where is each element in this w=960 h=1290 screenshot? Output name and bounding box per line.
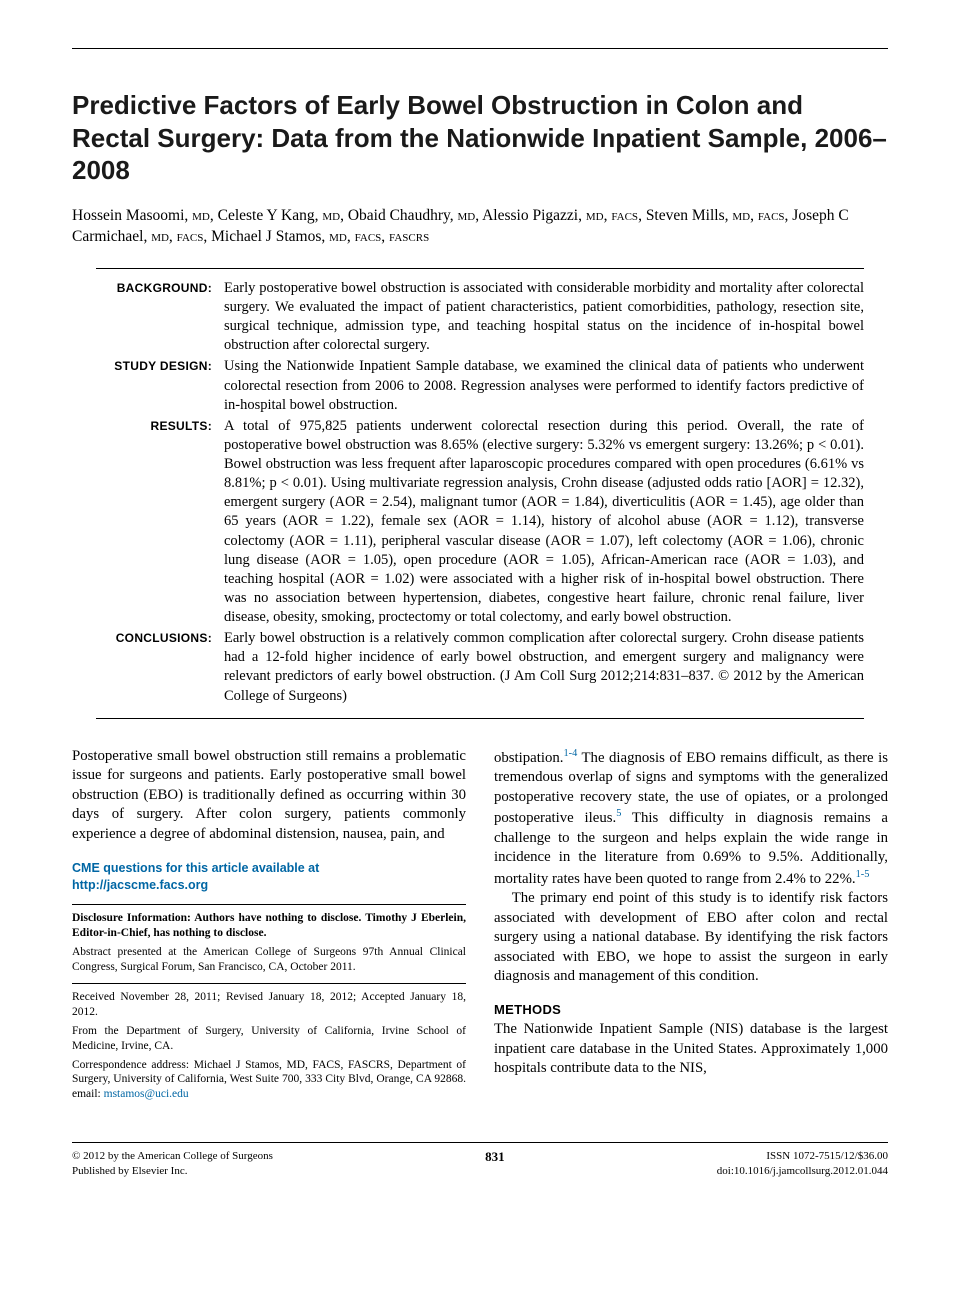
cme-link[interactable]: CME questions for this article available…	[72, 860, 466, 894]
footnote-rule	[72, 983, 466, 984]
publisher-line: Published by Elsevier Inc.	[72, 1164, 273, 1178]
abstract-row-studydesign: STUDY DESIGN: Using the Nationwide Inpat…	[96, 357, 864, 414]
abstract-text: Using the Nationwide Inpatient Sample da…	[224, 357, 864, 414]
abstract-box: BACKGROUND: Early postoperative bowel ob…	[96, 268, 864, 719]
body-columns: Postoperative small bowel obstruction st…	[72, 747, 888, 1107]
received-note: Received November 28, 2011; Revised Janu…	[72, 990, 466, 1020]
abstract-label: CONCLUSIONS:	[96, 629, 224, 706]
abstract-label: STUDY DESIGN:	[96, 357, 224, 414]
methods-heading: METHODS	[494, 1001, 888, 1019]
presented-note: Abstract presented at the American Colle…	[72, 945, 466, 975]
copyright-line: © 2012 by the American College of Surgeo…	[72, 1149, 273, 1163]
right-column: obstipation.1-4 The diagnosis of EBO rem…	[494, 747, 888, 1107]
methods-paragraph: The Nationwide Inpatient Sample (NIS) da…	[494, 1020, 888, 1079]
footer-right: ISSN 1072-7515/12/$36.00 doi:10.1016/j.j…	[717, 1149, 888, 1178]
abstract-label: RESULTS:	[96, 417, 224, 627]
intro-paragraph: Postoperative small bowel obstruction st…	[72, 747, 466, 845]
abstract-text: Early bowel obstruction is a relatively …	[224, 629, 864, 706]
footer-left: © 2012 by the American College of Surgeo…	[72, 1149, 273, 1178]
abstract-label: BACKGROUND:	[96, 279, 224, 356]
correspondence-note: Correspondence address: Michael J Stamos…	[72, 1058, 466, 1103]
left-column: Postoperative small bowel obstruction st…	[72, 747, 466, 1107]
correspondence-email[interactable]: mstamos@uci.edu	[104, 1088, 189, 1100]
abstract-text: A total of 975,825 patients underwent co…	[224, 417, 864, 627]
cme-line1: CME questions for this article available…	[72, 861, 319, 875]
abstract-row-background: BACKGROUND: Early postoperative bowel ob…	[96, 279, 864, 356]
page-footer: © 2012 by the American College of Surgeo…	[72, 1142, 888, 1178]
issn-line: ISSN 1072-7515/12/$36.00	[717, 1149, 888, 1163]
article-title: Predictive Factors of Early Bowel Obstru…	[72, 89, 888, 187]
cme-line2: http://jacscme.facs.org	[72, 878, 208, 892]
abstract-row-conclusions: CONCLUSIONS: Early bowel obstruction is …	[96, 629, 864, 706]
page-number: 831	[485, 1149, 505, 1166]
abstract-row-results: RESULTS: A total of 975,825 patients und…	[96, 417, 864, 627]
authors-list: Hossein Masoomi, md, Celeste Y Kang, md,…	[72, 205, 888, 248]
body-paragraph-2: The primary end point of this study is t…	[494, 889, 888, 987]
body-paragraph-1: obstipation.1-4 The diagnosis of EBO rem…	[494, 747, 888, 889]
from-note: From the Department of Surgery, Universi…	[72, 1024, 466, 1054]
doi-line: doi:10.1016/j.jamcollsurg.2012.01.044	[717, 1164, 888, 1178]
disclosure-note: Disclosure Information: Authors have not…	[72, 911, 466, 941]
top-rule	[72, 48, 888, 49]
footnote-rule	[72, 904, 466, 905]
abstract-text: Early postoperative bowel obstruction is…	[224, 279, 864, 356]
